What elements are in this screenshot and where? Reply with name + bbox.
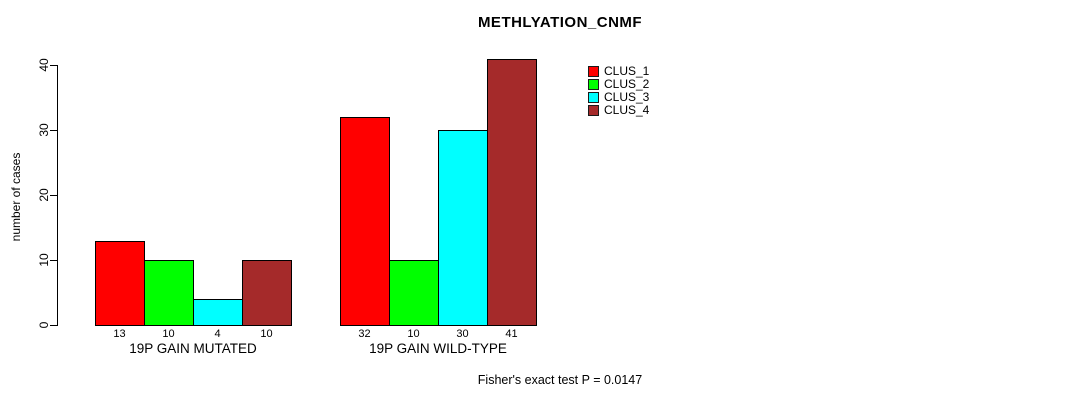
y-tick-mark xyxy=(50,260,57,261)
legend-label: CLUS_4 xyxy=(604,103,650,117)
legend-label: CLUS_3 xyxy=(604,90,650,104)
y-tick-mark xyxy=(50,65,57,66)
legend-swatch xyxy=(588,79,599,90)
y-tick-label: 30 xyxy=(37,123,51,137)
y-tick-label: 40 xyxy=(37,58,51,72)
y-tick-label: 10 xyxy=(37,253,51,267)
group-label: 19P GAIN WILD-TYPE xyxy=(369,341,507,356)
y-axis-line xyxy=(57,65,58,326)
bar-clus_3-group1 xyxy=(193,299,243,326)
bar-clus_1-group2 xyxy=(340,117,390,326)
bar-value-label: 30 xyxy=(456,328,469,340)
fisher-test-annotation: Fisher's exact test P = 0.0147 xyxy=(477,373,643,387)
bar-clus_3-group2 xyxy=(438,130,488,326)
bar-value-label: 10 xyxy=(407,328,420,340)
bar-value-label: 10 xyxy=(162,328,175,340)
y-tick-mark xyxy=(50,195,57,196)
group-label: 19P GAIN MUTATED xyxy=(129,341,257,356)
chart-title: METHLYATION_CNMF xyxy=(477,14,643,31)
bar-clus_2-group1 xyxy=(144,260,194,326)
bar-value-label: 13 xyxy=(113,328,126,340)
y-tick-mark xyxy=(50,325,57,326)
bar-clus_1-group1 xyxy=(95,240,145,326)
bar-clus_4-group1 xyxy=(242,260,292,326)
legend: CLUS_1 CLUS_2 CLUS_3 CLUS_4 xyxy=(588,65,649,117)
legend-item-clus_4: CLUS_4 xyxy=(588,104,649,117)
legend-label: CLUS_1 xyxy=(604,64,650,78)
legend-label: CLUS_2 xyxy=(604,77,650,91)
y-axis-label: number of cases xyxy=(9,152,23,242)
legend-item-clus_2: CLUS_2 xyxy=(588,78,649,91)
legend-item-clus_3: CLUS_3 xyxy=(588,91,649,104)
bar-value-label: 41 xyxy=(505,328,518,340)
legend-swatch xyxy=(588,105,599,116)
y-tick-label: 20 xyxy=(37,188,51,202)
legend-swatch xyxy=(588,66,599,77)
bar-value-label: 32 xyxy=(358,328,371,340)
legend-swatch xyxy=(588,92,599,103)
y-tick-mark xyxy=(50,130,57,131)
bar-clus_4-group2 xyxy=(487,58,537,326)
bar-value-label: 4 xyxy=(214,328,221,340)
legend-item-clus_1: CLUS_1 xyxy=(588,65,649,78)
bar-value-label: 10 xyxy=(260,328,273,340)
y-tick-label: 0 xyxy=(37,321,51,329)
bar-clus_2-group2 xyxy=(389,260,439,326)
